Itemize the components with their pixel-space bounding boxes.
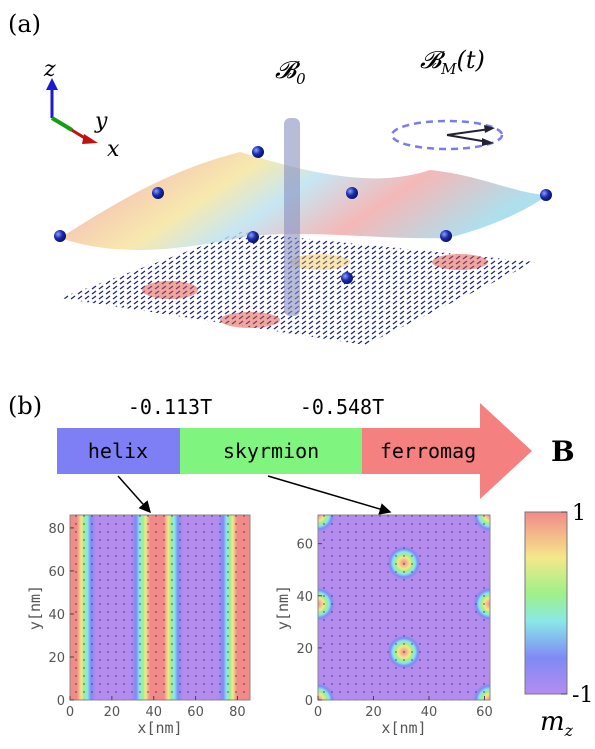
x-tick-label: 60	[187, 705, 204, 720]
pointer	[117, 475, 151, 514]
transition-field: -0.548T	[300, 395, 384, 419]
plot-frame	[69, 514, 251, 701]
phase-box	[57, 428, 180, 474]
field-pole	[284, 118, 300, 316]
axis-x: x	[107, 137, 120, 162]
atoms	[54, 146, 552, 284]
x-tick-label: 80	[229, 705, 246, 720]
x-tick-label: 0	[314, 705, 322, 720]
skyrmion-map	[318, 515, 490, 700]
phase-label: skyrmion	[223, 439, 319, 463]
pointer	[267, 475, 392, 515]
y-tick-label: 0	[305, 694, 313, 709]
x-tick-label: 20	[104, 705, 121, 720]
phase-box	[180, 428, 362, 474]
colorbar-tick-label: -1	[572, 683, 593, 708]
y-tick-label: 20	[296, 642, 313, 657]
y-axis-label: y[nm]	[26, 585, 44, 630]
x-tick-label: 0	[66, 705, 74, 720]
x-tick-label: 40	[421, 705, 438, 720]
x-tick-label: 60	[476, 705, 493, 720]
y-tick-label: 80	[48, 522, 65, 537]
field-label: B	[551, 435, 575, 468]
y-tick-label: 0	[57, 694, 65, 709]
driving-field: 𝓑M(t)	[420, 46, 485, 78]
x-tick-label: 20	[365, 705, 382, 720]
y-tick-label: 60	[48, 565, 65, 580]
colorbar	[524, 511, 568, 695]
axis-y: y	[94, 109, 108, 134]
y-tick-label: 40	[296, 590, 313, 605]
y-tick-label: 40	[48, 608, 65, 623]
plot-frame	[317, 514, 491, 701]
y-tick-label: 20	[48, 651, 65, 666]
potential-surface	[60, 152, 548, 251]
field-arrow	[362, 403, 532, 499]
colorbar-tick-label: 1	[572, 501, 586, 526]
axis-z: z	[43, 57, 56, 82]
colorbar-label: mz	[540, 707, 574, 740]
y-tick-label: 60	[296, 538, 313, 553]
x-axis-label: x[nm]	[381, 719, 426, 737]
x-tick-label: 40	[145, 705, 162, 720]
panel-label: (a)	[8, 10, 41, 38]
transition-field: -0.113T	[128, 395, 212, 419]
axes-triad	[46, 78, 98, 144]
x-axis-label: x[nm]	[137, 719, 182, 737]
panel-label: (b)	[8, 392, 42, 420]
static-field: 𝓑0	[275, 56, 306, 88]
y-axis-label: y[nm]	[274, 585, 292, 630]
phase-label: ferromag	[380, 439, 476, 463]
rotating-field	[390, 119, 504, 151]
spin-field	[70, 515, 250, 700]
phase-label: helix	[88, 439, 148, 463]
